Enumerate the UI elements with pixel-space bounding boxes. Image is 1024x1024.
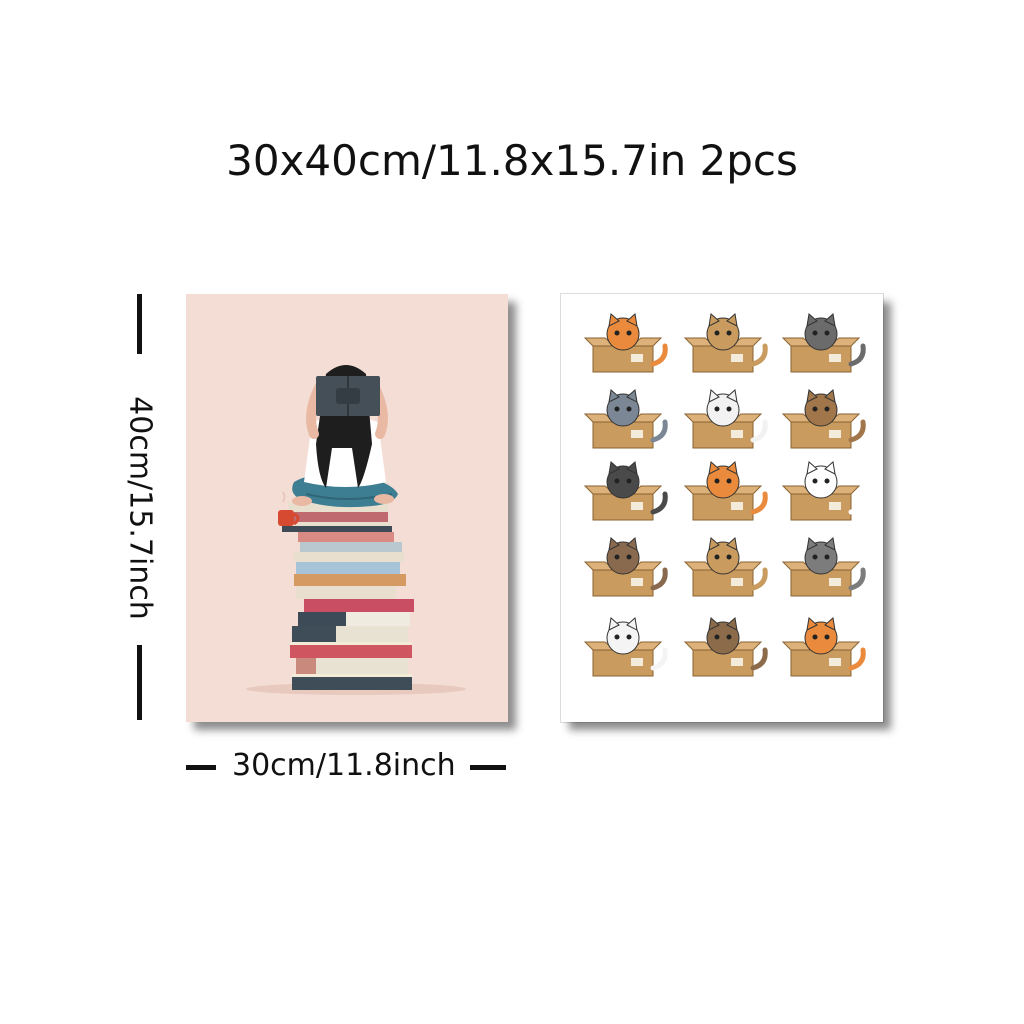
- cat-in-box-10: [583, 537, 668, 597]
- poster-cats-in-boxes: [561, 294, 883, 722]
- width-dimension-line-right: [470, 765, 506, 770]
- cat-in-box-5: [683, 389, 768, 449]
- cat-in-box-3: [781, 313, 866, 373]
- cats-in-boxes-illustration: [583, 313, 866, 677]
- cat-in-box-8: [683, 461, 768, 521]
- cat-in-box-12: [781, 537, 866, 597]
- height-dimension-label: 40cm/15.7inch: [122, 396, 158, 620]
- width-dimension-line-left: [186, 765, 216, 770]
- red-mug: [278, 491, 300, 526]
- cat-in-box-14: [683, 617, 768, 677]
- book-stack: [282, 502, 414, 690]
- cat-in-box-1: [583, 313, 668, 373]
- poster-girl-reading: [186, 294, 508, 722]
- cat-in-box-2: [683, 313, 768, 373]
- cat-in-box-6: [781, 389, 866, 449]
- girl-reading-illustration: [246, 365, 466, 695]
- width-dimension-label: 30cm/11.8inch: [232, 748, 456, 783]
- cat-in-box-7: [583, 461, 668, 521]
- cat-in-box-11: [683, 537, 768, 597]
- open-book: [316, 376, 380, 416]
- cat-in-box-4: [583, 389, 668, 449]
- cat-in-box-15: [781, 617, 866, 677]
- cat-in-box-9: [781, 461, 866, 521]
- cat-in-box-13: [583, 617, 668, 677]
- height-dimension-line-top: [137, 294, 142, 354]
- size-title: 30x40cm/11.8x15.7in 2pcs: [226, 136, 798, 185]
- girl-figure: [292, 365, 398, 508]
- height-dimension-line-bottom: [137, 645, 142, 720]
